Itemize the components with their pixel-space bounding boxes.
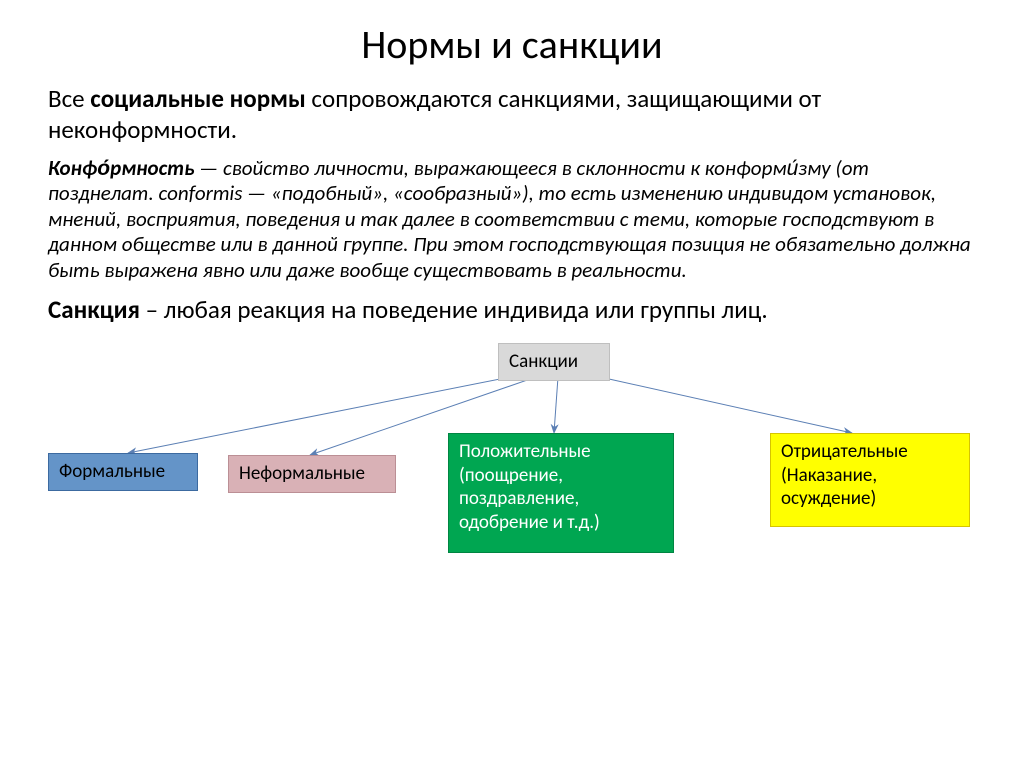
page-title: Нормы и санкции xyxy=(48,20,976,69)
node-informal-label: Неформальные xyxy=(239,462,365,485)
node-formal: Формальные xyxy=(48,453,198,491)
intro-bold: социальные нормы xyxy=(90,83,306,114)
conformity-paragraph: Конфо́рмность — свойство личности, выраж… xyxy=(48,156,976,284)
node-negative-label: Отрицательные (Наказание, осуждение) xyxy=(781,440,908,511)
slide: Нормы и санкции Все социальные нормы соп… xyxy=(0,0,1024,767)
node-positive-label: Положительные (поощрение, поздравление, … xyxy=(459,440,600,534)
sanction-term: Санкция xyxy=(48,294,140,325)
node-formal-label: Формальные xyxy=(59,460,165,483)
intro-pre: Все xyxy=(48,83,90,114)
node-root-label: Санкции xyxy=(509,350,578,373)
node-negative: Отрицательные (Наказание, осуждение) xyxy=(770,433,970,527)
node-informal: Неформальные xyxy=(228,455,396,493)
sanctions-diagram: Санкции Формальные Неформальные Положите… xyxy=(48,333,976,603)
node-root: Санкции xyxy=(498,343,610,381)
conformity-term: Конфо́рмность xyxy=(48,155,194,181)
node-positive: Положительные (поощрение, поздравление, … xyxy=(448,433,674,553)
sanction-rest: – любая реакция на поведение индивида ил… xyxy=(140,294,768,325)
sanction-paragraph: Санкция – любая реакция на поведение инд… xyxy=(48,294,976,325)
intro-paragraph: Все социальные нормы сопровождаются санк… xyxy=(48,83,976,146)
